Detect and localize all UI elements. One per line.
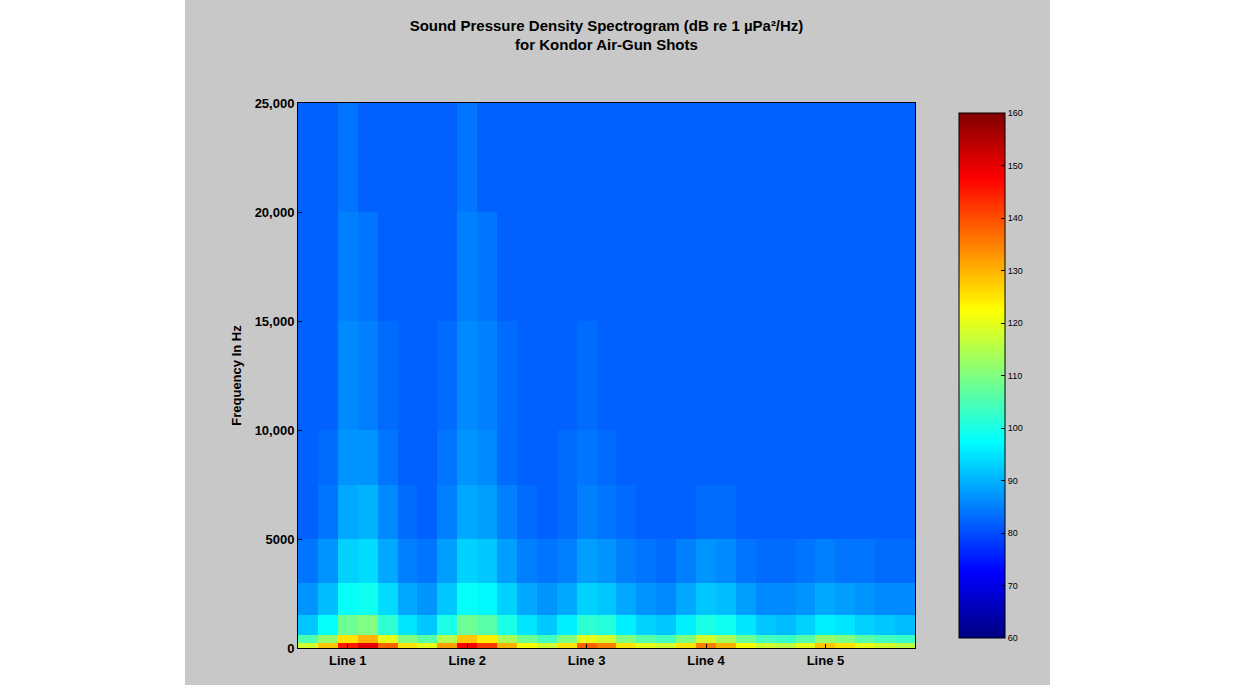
svg-text:Line 1: Line 1 <box>329 653 367 668</box>
svg-text:Line 5: Line 5 <box>807 653 845 668</box>
svg-text:80: 80 <box>1008 528 1018 538</box>
svg-text:Line 3: Line 3 <box>568 653 606 668</box>
svg-text:60: 60 <box>1008 633 1018 643</box>
svg-text:130: 130 <box>1008 266 1023 276</box>
svg-text:10,000: 10,000 <box>255 423 295 438</box>
svg-text:110: 110 <box>1008 371 1022 381</box>
svg-text:20,000: 20,000 <box>255 205 295 220</box>
svg-text:Line 2: Line 2 <box>448 653 486 668</box>
svg-text:5000: 5000 <box>265 532 294 547</box>
svg-text:Sound Pressure Density Spectro: Sound Pressure Density Spectrogram (dB r… <box>410 17 804 54</box>
svg-text:120: 120 <box>1008 318 1023 328</box>
svg-text:100: 100 <box>1008 423 1023 433</box>
svg-text:140: 140 <box>1008 213 1023 223</box>
svg-text:150: 150 <box>1008 161 1023 171</box>
svg-text:160: 160 <box>1008 108 1023 118</box>
svg-text:25,000: 25,000 <box>255 96 295 111</box>
svg-text:Frequency In Hz: Frequency In Hz <box>229 325 244 426</box>
svg-text:70: 70 <box>1008 581 1018 591</box>
svg-text:90: 90 <box>1008 476 1018 486</box>
svg-text:15,000: 15,000 <box>255 314 295 329</box>
svg-text:Line 4: Line 4 <box>687 653 725 668</box>
svg-text:0: 0 <box>287 641 294 656</box>
